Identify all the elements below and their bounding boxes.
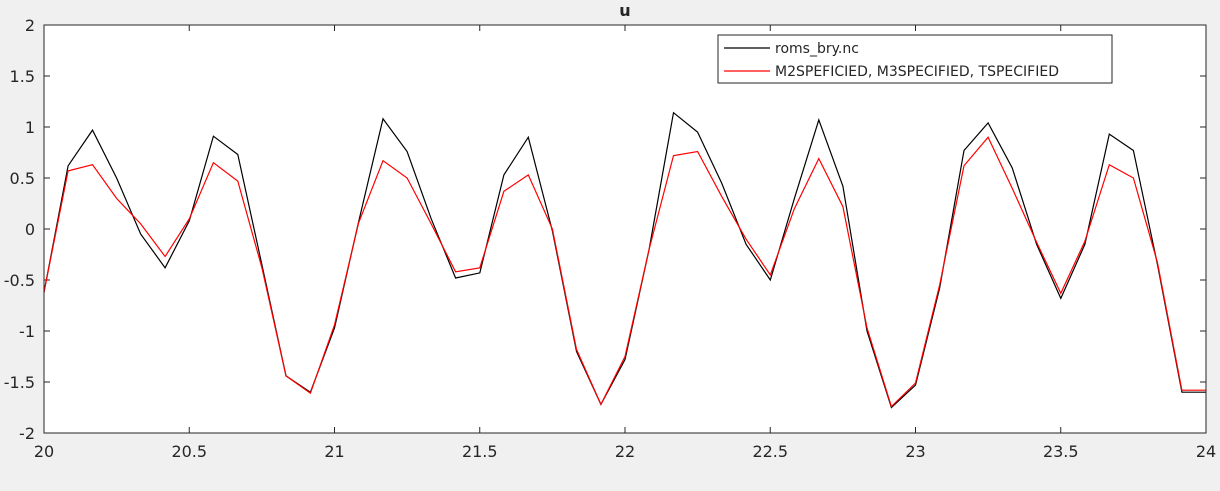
legend-box bbox=[717, 34, 1113, 84]
legend-label-2: M2SPEFICIED, M3SPECIFIED, TSPECIFIED bbox=[775, 64, 1059, 80]
y-tick-label: -0.5 bbox=[4, 271, 35, 290]
x-tick-label: 20.5 bbox=[171, 442, 207, 461]
y-tick-label: 2 bbox=[25, 16, 35, 35]
x-tick-label: 24 bbox=[1196, 442, 1216, 461]
y-tick-label: 0 bbox=[25, 220, 35, 239]
plot-border bbox=[43, 24, 1207, 434]
x-tick-label: 22.5 bbox=[752, 442, 788, 461]
x-tick-label: 23.5 bbox=[1043, 442, 1079, 461]
x-tick-label: 20 bbox=[34, 442, 54, 461]
series-group bbox=[43, 111, 1206, 409]
x-tick-label: 22 bbox=[615, 442, 635, 461]
y-tick-label: -2 bbox=[19, 424, 35, 443]
y-tick-label: 1.5 bbox=[10, 67, 35, 86]
legend: roms_bry.nc M2SPEFICIED, M3SPECIFIED, TSP… bbox=[717, 34, 1113, 84]
x-tick-label: 21.5 bbox=[462, 442, 498, 461]
y-tick-label: -1.5 bbox=[4, 373, 35, 392]
x-tick-label: 21 bbox=[324, 442, 344, 461]
y-tick-label: -1 bbox=[19, 322, 35, 341]
y-axis: -2 -1.5 -1 -0.5 0 0.5 1 1.5 2 bbox=[4, 16, 1206, 443]
series-line-1 bbox=[43, 111, 1206, 409]
x-tick-label: 23 bbox=[905, 442, 925, 461]
x-axis: 20 20.5 21 21.5 22 22.5 23 23.5 24 bbox=[34, 25, 1216, 461]
chart-title: u bbox=[619, 1, 630, 20]
legend-label-1: roms_bry.nc bbox=[775, 41, 859, 57]
y-tick-label: 1 bbox=[25, 118, 35, 137]
plot-area bbox=[44, 25, 1206, 433]
series-line-2 bbox=[43, 136, 1206, 408]
y-tick-label: 0.5 bbox=[10, 169, 35, 188]
